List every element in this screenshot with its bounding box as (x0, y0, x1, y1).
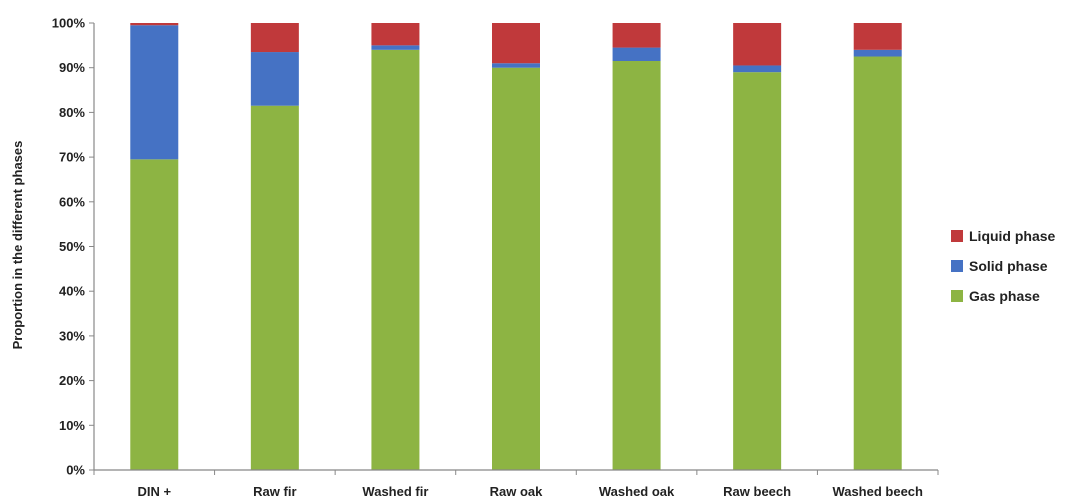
bar-gas-phase-raw-fir (250, 105, 299, 470)
y-tick-label: 60% (59, 194, 85, 209)
legend-swatch-solid-phase (951, 260, 963, 272)
y-tick-label: 30% (59, 328, 85, 343)
bar-solid-phase-washed-oak (612, 47, 661, 61)
bar-solid-phase-raw-oak (492, 63, 540, 68)
axes-group (93, 23, 938, 471)
bar-gas-phase-din (130, 159, 179, 470)
bar-solid-phase-din (130, 25, 179, 160)
y-tick-label: 10% (59, 418, 85, 433)
bar-solid-phase-washed-fir (371, 45, 420, 50)
legend-swatch-gas-phase (951, 290, 963, 302)
bar-liquid-phase-din (130, 23, 179, 26)
y-tick-label: 40% (59, 284, 85, 299)
bar-liquid-phase-raw-fir (250, 23, 299, 53)
bar-liquid-phase-washed-beech (853, 23, 902, 50)
y-tick-label: 80% (59, 105, 85, 120)
x-tick-label: Washed oak (599, 484, 675, 499)
x-tick-label: Washed beech (832, 484, 923, 499)
bar-gas-phase-raw-beech (733, 72, 782, 471)
legend-label-solid-phase: Solid phase (969, 258, 1048, 274)
x-tick-label: Raw beech (723, 484, 791, 499)
bar-solid-phase-washed-beech (853, 49, 902, 57)
bar-gas-phase-washed-fir (371, 49, 420, 470)
bar-solid-phase-raw-beech (733, 65, 782, 73)
x-tick-label: Raw fir (253, 484, 296, 499)
y-tick-label: 100% (52, 16, 86, 31)
y-axis-ticks: 0% 10% 20% 30% 40% 50% 60% 70% 80% 90% 100% (52, 16, 94, 478)
y-tick-label: 90% (59, 60, 85, 75)
x-tick-label: Raw oak (490, 484, 544, 499)
y-tick-label: 50% (59, 239, 85, 254)
bar-gas-phase-raw-oak (492, 67, 540, 470)
bar-gas-phase-washed-oak (612, 60, 661, 471)
legend-label-gas-phase: Gas phase (969, 288, 1040, 304)
bar-solid-phase-raw-fir (250, 52, 299, 106)
y-tick-label: 0% (66, 463, 85, 478)
legend: Liquid phase Solid phase Gas phase (951, 228, 1056, 304)
bar-gas-phase-washed-beech (853, 56, 902, 471)
legend-label-liquid-phase: Liquid phase (969, 228, 1056, 244)
x-tick-label: DIN + (137, 484, 171, 499)
bars-group (130, 23, 902, 471)
bar-liquid-phase-raw-oak (492, 23, 540, 64)
x-tick-label: Washed fir (362, 484, 428, 499)
y-axis-title-group: Proportion in the different phases (10, 141, 25, 350)
bar-liquid-phase-washed-oak (612, 23, 661, 48)
y-tick-label: 70% (59, 150, 85, 165)
x-axis-ticks: DIN + Raw fir Washed fir Raw oak Washed oak R… (93, 470, 939, 499)
y-axis-title: Proportion in the different phases (10, 141, 25, 350)
bar-liquid-phase-raw-beech (733, 23, 782, 66)
y-tick-label: 20% (59, 373, 85, 388)
bar-liquid-phase-washed-fir (371, 23, 420, 46)
legend-swatch-liquid-phase (951, 230, 963, 242)
